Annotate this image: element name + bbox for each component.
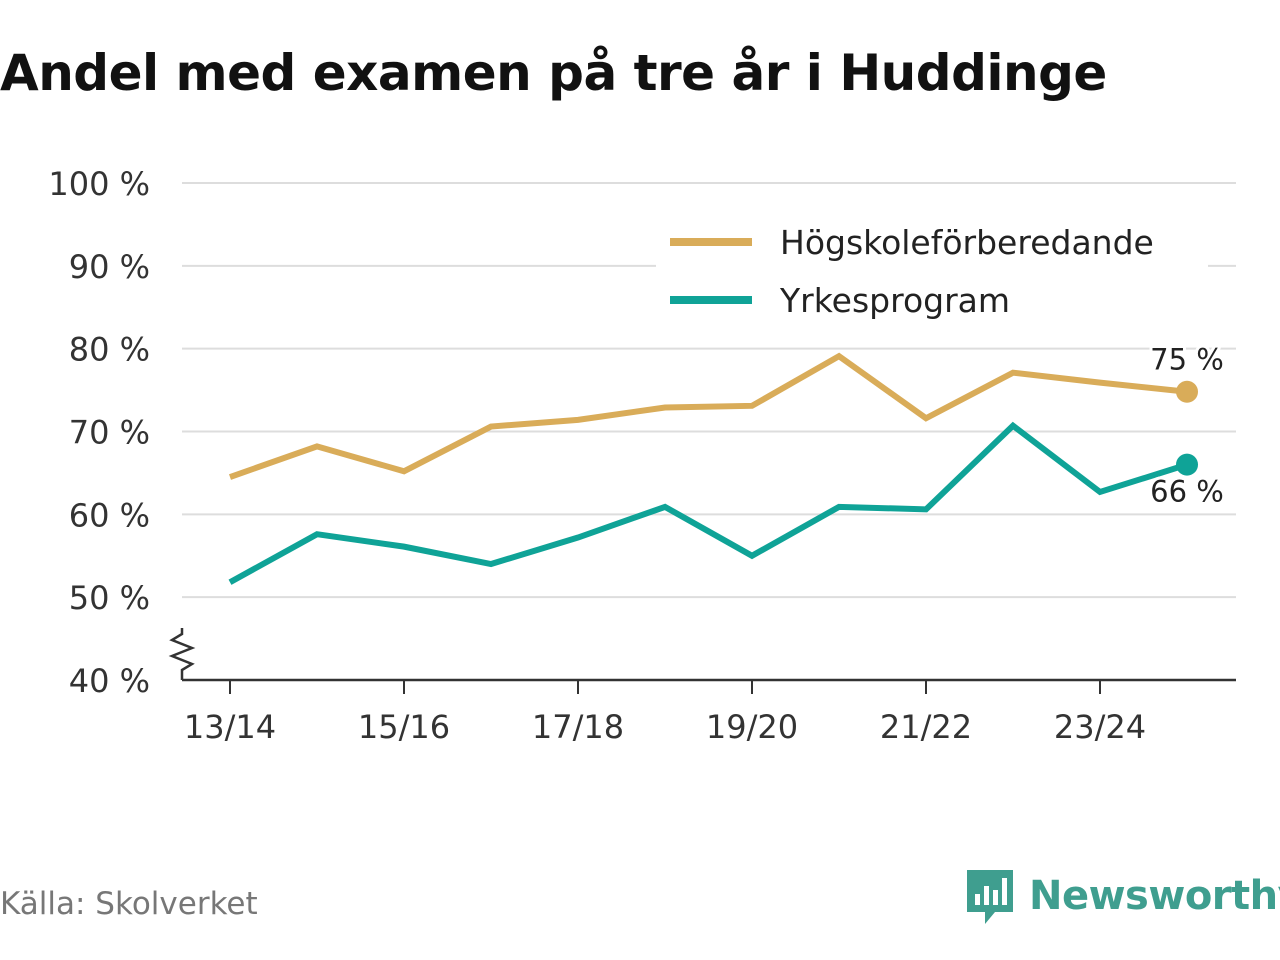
legend-label: Högskoleförberedande <box>780 223 1154 262</box>
newsworthy-logo-icon <box>965 866 1015 926</box>
end-label: 75 % <box>1150 343 1224 377</box>
y-tick-label: 80 % <box>69 331 150 369</box>
series-end-marker <box>1176 381 1198 403</box>
axis-break-icon <box>172 628 192 680</box>
x-tick-label: 21/22 <box>880 708 972 746</box>
y-tick-label: 50 % <box>69 579 150 617</box>
source-note: Källa: Skolverket <box>0 886 258 922</box>
x-tick-label: 17/18 <box>532 708 624 746</box>
y-tick-label: 90 % <box>69 248 150 286</box>
x-axis: 13/14 15/16 17/18 19/20 21/22 23/24 <box>182 680 1236 746</box>
brand-name: Newsworthy <box>1029 873 1280 919</box>
series-line <box>230 426 1187 583</box>
brand-logo: Newsworthy <box>965 864 1280 928</box>
y-axis-labels: 40 % 50 % 60 % 70 % 80 % 90 % 100 % <box>48 165 150 700</box>
end-labels: 75 % 66 % <box>1150 343 1224 509</box>
y-tick-label: 100 % <box>48 165 150 203</box>
x-tick-label: 23/24 <box>1054 708 1146 746</box>
axis-break-zigzag <box>172 628 192 680</box>
x-tick-label: 13/14 <box>184 708 276 746</box>
y-tick-label: 60 % <box>69 496 150 534</box>
series-lines <box>230 356 1198 582</box>
x-tick-label: 19/20 <box>706 708 798 746</box>
y-tick-label: 70 % <box>69 414 150 452</box>
legend: Högskoleförberedande Yrkesprogram <box>656 212 1208 330</box>
legend-label: Yrkesprogram <box>779 281 1010 320</box>
x-tick-label: 15/16 <box>358 708 450 746</box>
end-label: 66 % <box>1150 475 1224 509</box>
series-line <box>230 356 1187 477</box>
y-tick-label: 40 % <box>69 662 150 700</box>
series-end-marker <box>1176 454 1198 476</box>
